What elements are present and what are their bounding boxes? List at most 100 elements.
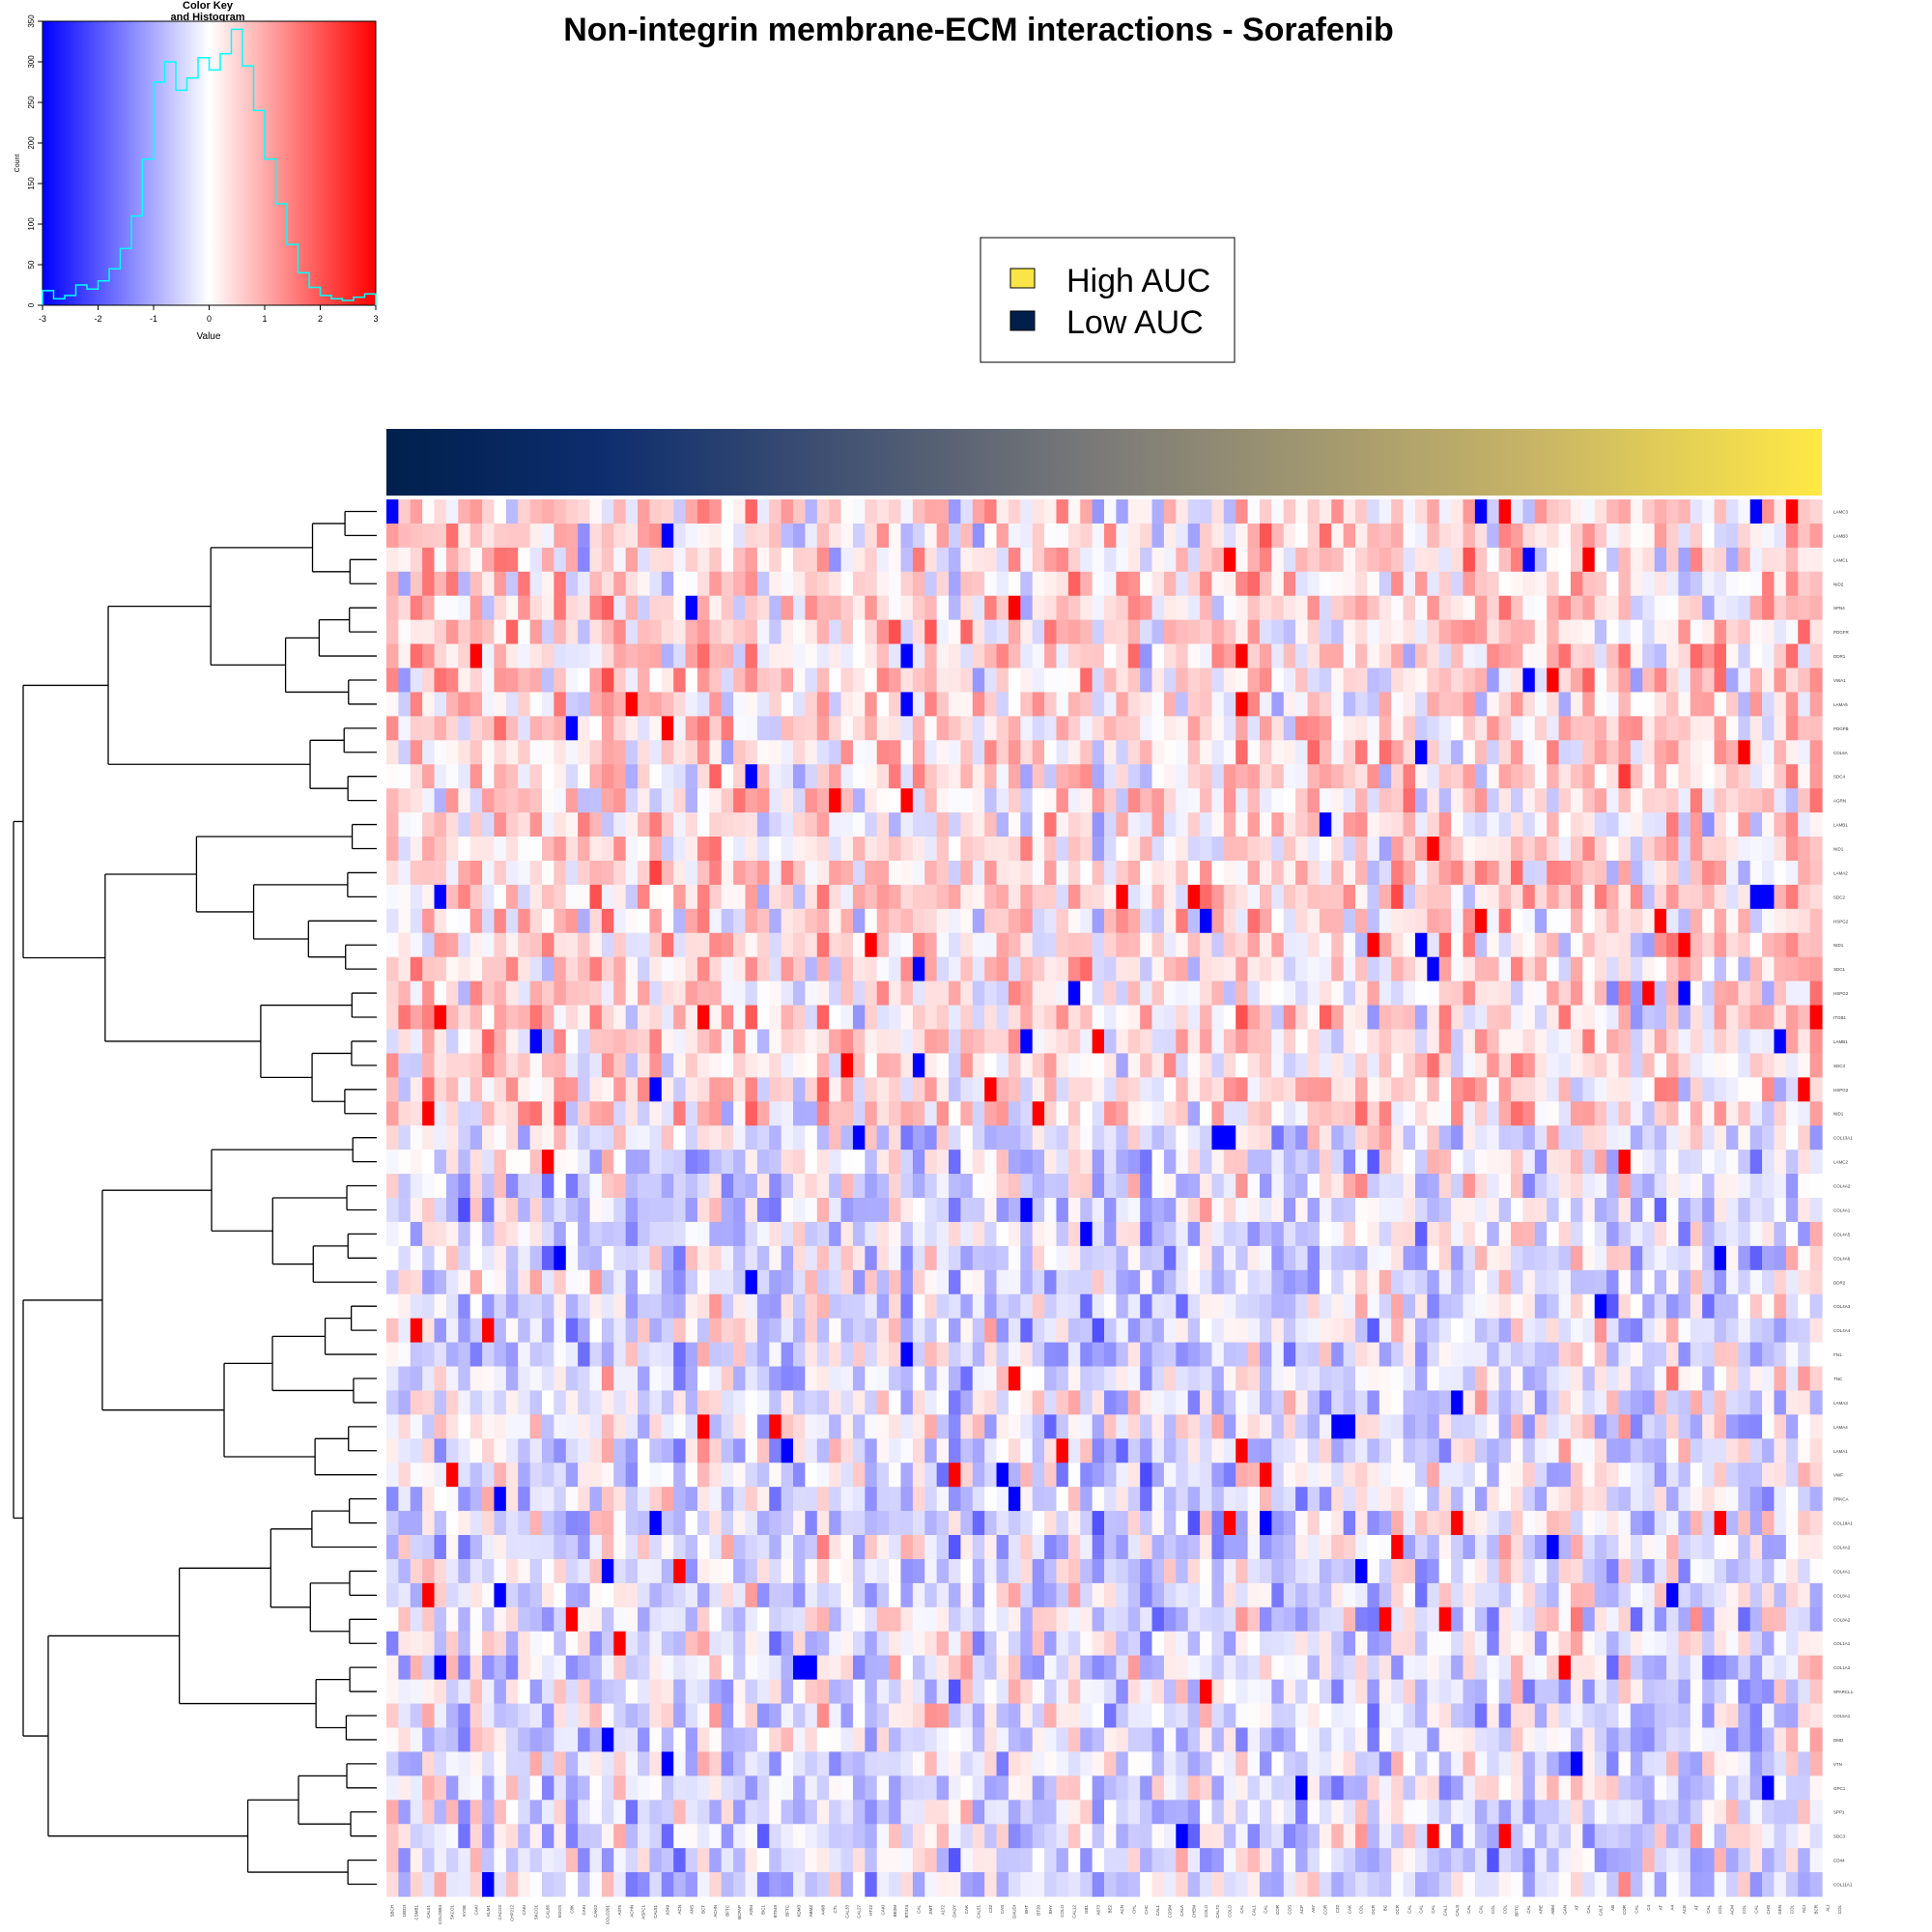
heatmap-cell — [1044, 499, 1058, 525]
heatmap-cell — [529, 571, 543, 597]
heatmap-cell — [1331, 1101, 1345, 1126]
heatmap-cell — [1355, 1174, 1369, 1199]
heatmap-cell — [1474, 1029, 1488, 1055]
heatmap-cell — [1116, 1438, 1129, 1463]
color-key-y-label: Count — [14, 155, 21, 173]
heatmap-cell — [1104, 1438, 1117, 1463]
heatmap-cell — [996, 860, 1009, 886]
heatmap-cell — [1236, 523, 1249, 549]
heatmap-cell — [1785, 1174, 1799, 1199]
heatmap-cell — [661, 716, 674, 741]
heatmap-cell — [840, 788, 854, 813]
heatmap-cell — [1474, 740, 1488, 765]
heatmap-cell — [1606, 1390, 1620, 1415]
heatmap-cell — [1809, 1414, 1823, 1439]
heatmap-cell — [1200, 788, 1213, 813]
heatmap-cell — [805, 812, 818, 838]
heatmap-cell — [1223, 668, 1236, 694]
heatmap-cell — [709, 788, 723, 813]
heatmap-cell — [1534, 571, 1548, 597]
heatmap-cell — [1618, 1366, 1632, 1392]
heatmap-cell — [1331, 1269, 1345, 1295]
heatmap-cell — [1211, 1125, 1225, 1151]
heatmap-cell — [505, 1125, 519, 1151]
heatmap-cell — [541, 956, 554, 982]
heatmap-cell — [1259, 619, 1272, 645]
heatmap-cell — [1259, 1005, 1272, 1031]
heatmap-cell — [1080, 1150, 1094, 1175]
heatmap-cell — [482, 1318, 496, 1344]
heatmap-cell — [1798, 1101, 1811, 1126]
heatmap-cell — [638, 523, 651, 549]
heatmap-cell — [541, 812, 554, 838]
heatmap-cell — [505, 1101, 519, 1126]
heatmap-cell — [1032, 1005, 1045, 1031]
heatmap-cell — [1080, 812, 1094, 838]
heatmap-cell — [949, 619, 961, 645]
heatmap-cell — [865, 1414, 878, 1439]
heatmap-cell — [1020, 980, 1034, 1007]
heatmap-cell — [458, 668, 471, 694]
heatmap-cell — [1391, 1245, 1405, 1271]
heatmap-cell — [1547, 571, 1560, 597]
heatmap-cell — [1463, 1053, 1476, 1078]
heatmap-cell — [1116, 499, 1129, 525]
heatmap-cell — [1355, 499, 1369, 525]
heatmap-cell — [1474, 1366, 1488, 1392]
heatmap-cell — [1725, 547, 1739, 573]
heatmap-cell — [1427, 908, 1440, 934]
heatmap-cell — [1259, 643, 1272, 669]
heatmap-cell — [434, 1245, 447, 1271]
heatmap-cell — [1295, 523, 1309, 549]
heatmap-cell — [1044, 764, 1058, 789]
heatmap-cell — [1032, 1125, 1045, 1151]
heatmap-cell — [852, 1125, 866, 1151]
heatmap-cell — [756, 1174, 770, 1199]
heatmap-cell — [434, 1390, 447, 1415]
heatmap-cell — [1355, 1293, 1369, 1320]
heatmap-cell — [1678, 1198, 1691, 1223]
heatmap-cell — [1570, 571, 1583, 597]
heatmap-cell — [1259, 716, 1272, 741]
heatmap-cell — [1809, 860, 1823, 886]
heatmap-cell — [1498, 1005, 1512, 1031]
heatmap-cell — [1127, 764, 1141, 789]
heatmap-cell — [1630, 716, 1643, 741]
heatmap-cell — [445, 1029, 459, 1055]
heatmap-cell — [1738, 788, 1751, 813]
heatmap-cell — [996, 1053, 1009, 1078]
heatmap-cell — [1498, 837, 1512, 862]
heatmap-cell — [996, 1463, 1009, 1488]
heatmap-cell — [661, 499, 674, 525]
heatmap-cell — [1176, 764, 1189, 789]
heatmap-cell — [924, 1390, 938, 1415]
heatmap-cell — [960, 860, 974, 886]
heatmap-cell — [1522, 692, 1536, 717]
heatmap-cell — [1367, 643, 1380, 669]
heatmap-cell — [1762, 1174, 1776, 1199]
heatmap-cell — [445, 860, 459, 886]
heatmap-cell — [434, 1125, 447, 1151]
heatmap-cell — [876, 716, 890, 741]
heatmap-cell — [1044, 1174, 1058, 1199]
heatmap-cell — [589, 908, 603, 934]
heatmap-cell — [661, 1053, 674, 1078]
heatmap-cell — [1331, 643, 1345, 669]
heatmap-cell — [1067, 692, 1081, 717]
heatmap-cell — [1690, 1318, 1703, 1344]
heatmap-cell — [793, 1414, 807, 1439]
heatmap-cell — [1391, 908, 1405, 934]
heatmap-cell — [781, 1318, 794, 1344]
heatmap-cell — [1032, 547, 1045, 573]
heatmap-cell — [1785, 499, 1799, 525]
heatmap-cell — [709, 499, 723, 525]
heatmap-cell — [1331, 1463, 1345, 1488]
heatmap-cell — [1378, 1414, 1392, 1439]
heatmap-cell — [1511, 547, 1524, 573]
heatmap-cell — [1056, 668, 1069, 694]
heatmap-cell — [1355, 812, 1369, 838]
heatmap-cell — [1391, 837, 1405, 862]
heatmap-cell — [1151, 668, 1165, 694]
heatmap-cell — [613, 837, 627, 862]
heatmap-cell — [1283, 764, 1296, 789]
